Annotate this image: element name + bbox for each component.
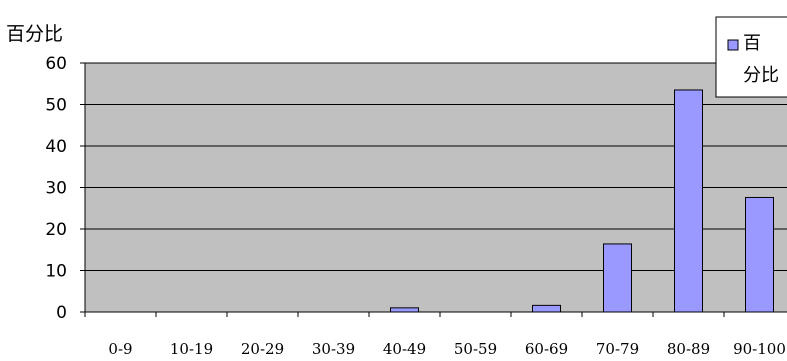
- bars: [390, 89, 774, 313]
- x-tick-label: 70-79: [596, 340, 639, 358]
- x-tick-label: 50-59: [454, 340, 497, 358]
- legend-swatch: [727, 39, 739, 51]
- x-tick-label: 60-69: [525, 340, 568, 358]
- legend-label-line2: 分比: [743, 65, 779, 86]
- x-tick-label: 90-100: [733, 340, 786, 358]
- y-axis-label: 百分比: [6, 23, 63, 45]
- x-tick-label: 30-39: [312, 340, 355, 358]
- x-tick-label: 10-19: [170, 340, 213, 358]
- y-tick-label: 60: [45, 54, 67, 74]
- bar-40-49: [390, 307, 419, 313]
- legend: 百 分比: [715, 16, 787, 98]
- bar-60-69: [532, 304, 561, 313]
- x-tick-label: 40-49: [383, 340, 426, 358]
- x-tick-label: 80-89: [667, 340, 710, 358]
- x-tick-label: 0-9: [108, 340, 132, 358]
- bar-80-89: [674, 89, 703, 313]
- legend-label-line1: 百: [743, 33, 761, 54]
- y-tick-label: 40: [45, 137, 67, 157]
- bar-90-100: [745, 196, 774, 313]
- y-axis-ticks: 0 10 20 30 40 50 60: [45, 54, 85, 323]
- x-axis-ticks: 0-9 10-19 20-29 30-39 40-49 50-59 60-69 70-79 80…: [84, 312, 786, 358]
- legend-box: [715, 16, 787, 98]
- y-tick-label: 10: [45, 262, 67, 282]
- y-tick-label: 30: [45, 179, 67, 199]
- gridlines: [85, 62, 787, 271]
- y-tick-label: 0: [56, 303, 67, 323]
- y-tick-label: 20: [45, 220, 67, 240]
- bar-70-79: [603, 243, 632, 313]
- x-tick-label: 20-29: [241, 340, 284, 358]
- y-tick-label: 50: [45, 96, 67, 116]
